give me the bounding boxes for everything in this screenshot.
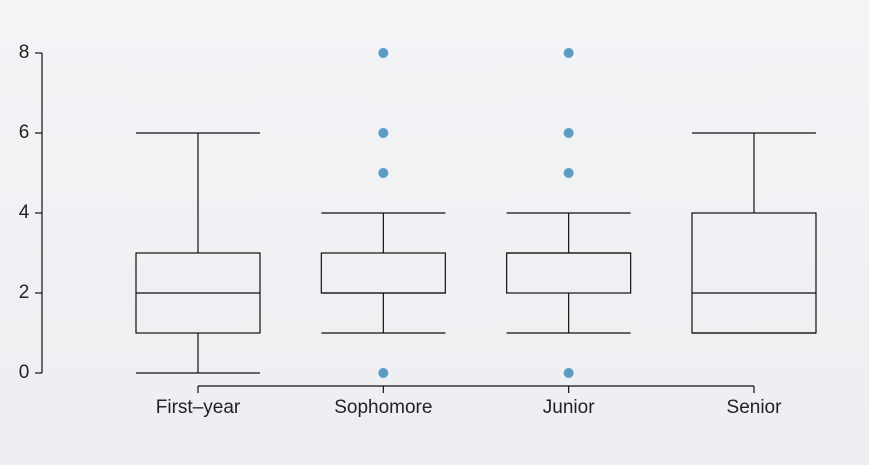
outlier [563,168,574,178]
y-tick-label: 6 [19,122,30,143]
x-tick-label: First–year [156,397,241,418]
outlier [378,168,389,178]
box [320,252,446,294]
x-tick-label: Junior [543,397,595,418]
outlier [563,368,574,378]
y-tick-label: 2 [19,282,30,303]
x-tick-label: Senior [727,397,783,418]
box [506,252,632,294]
outlier [378,48,389,58]
outlier [378,128,389,138]
outlier [378,368,389,378]
outlier [563,48,574,58]
outlier [563,128,574,138]
y-tick-label: 0 [19,362,30,383]
y-tick-label: 8 [19,42,30,63]
y-tick-label: 4 [19,202,30,223]
x-tick-label: Sophomore [334,397,432,418]
box [691,212,817,334]
